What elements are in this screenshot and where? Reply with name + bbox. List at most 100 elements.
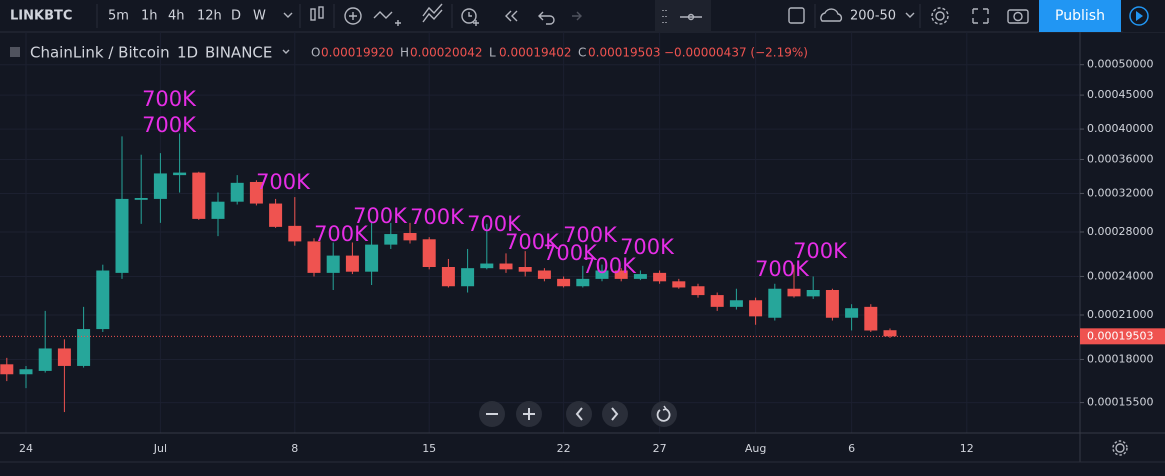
annotation: 700K [353,204,408,228]
annotation: 700K [582,254,637,278]
candle-body [729,300,743,307]
layout-name[interactable]: 200-50 [850,9,896,24]
candle-body [211,201,225,219]
legend-dropdown[interactable] [282,49,290,54]
candle-body [461,268,475,287]
redo-button[interactable] [572,11,582,21]
fullscreen-select-button[interactable] [788,7,805,24]
candle-body [710,295,724,307]
candle-body [307,241,321,273]
candle-body [365,244,379,272]
zoom-in-button[interactable] [516,401,542,427]
templates-button[interactable] [422,3,443,23]
y-tick-label: 0.00024000 [1087,269,1153,282]
candle-body [825,289,839,318]
play-icon [1129,6,1149,26]
y-tick-label: 0.00015500 [1087,396,1153,409]
axis-settings-button[interactable] [1112,440,1128,456]
ohlc-label: H [400,46,409,60]
candle-body [77,329,91,366]
candle-body [173,172,187,176]
zoom-out-button[interactable] [479,401,505,427]
symbol-button[interactable]: LINKBTC [10,9,72,24]
chart-type-button[interactable] [310,6,324,21]
x-tick-label: Aug [745,442,766,455]
candle-body [422,239,436,267]
fullscreen-button[interactable] [972,8,989,24]
ohlc-label: C [578,46,586,60]
toolbar [0,0,1165,32]
interval-button[interactable]: 12h [197,9,222,24]
ohlc-value: 0.00020042 [410,46,483,60]
candle-body [19,369,33,375]
candle-body [326,255,340,273]
publish-button[interactable] [1039,0,1121,32]
candle-body [787,288,801,297]
annotation: 700K [314,222,369,246]
x-tick-label: 24 [19,442,33,455]
annotation: 700K [755,257,810,281]
legend-change: −0.00000437 (−2.19%) [664,46,808,60]
candle-body [672,281,686,288]
candle-body [134,198,148,200]
candle-body [576,278,590,287]
annotation: 700K [142,87,197,111]
interval-button[interactable]: W [253,9,266,24]
candle-body [845,308,859,318]
legend-symbol: ChainLink / Bitcoin [30,44,170,62]
legend-exchange[interactable]: BINANCE [205,44,272,62]
snapshot-button[interactable] [1007,9,1029,24]
scroll-right-button[interactable] [602,401,628,427]
candle-body [883,330,897,337]
annotation: 700K [563,223,618,247]
candle-body [384,234,398,245]
interval-button[interactable]: 1h [141,9,158,24]
interval-button[interactable]: 5m [108,9,129,24]
x-tick-label: 22 [557,442,571,455]
candle-body [269,203,283,227]
candle-body [691,286,705,296]
candle-body [864,306,878,331]
legend-interval: 1D [177,44,198,62]
interval-dropdown[interactable] [283,12,293,18]
undo-button[interactable] [538,11,555,25]
settings-button[interactable] [931,7,949,25]
legend-toggle[interactable] [10,47,20,57]
ohlc-value: 0.00019402 [499,46,572,60]
candle-body [0,364,14,375]
candle-body [499,263,513,270]
candle-body [96,270,110,330]
y-tick-label: 0.00028000 [1087,225,1153,238]
ohlc-value: 0.00019920 [321,46,394,60]
interval-button[interactable]: 4h [168,9,185,24]
y-tick-label: 0.00045000 [1087,88,1153,101]
publish-label: Publish [1055,8,1105,24]
candle-body [288,225,302,242]
compare-button[interactable] [373,11,401,26]
x-tick-label: 12 [960,442,974,455]
layout-dropdown[interactable] [905,12,915,18]
reset-button[interactable] [651,401,677,427]
indicators-button[interactable] [344,7,362,25]
candle-body [230,182,244,202]
alert-button[interactable] [461,8,479,26]
tool-point [687,13,695,21]
x-tick-label: Jul [153,442,167,455]
grip [662,10,667,23]
candle-body [403,233,417,241]
candle-body [249,181,263,204]
scroll-left-button[interactable] [566,401,592,427]
y-tick-label: 0.00040000 [1087,122,1153,135]
x-tick-label: 8 [291,442,298,455]
candle-body [537,270,551,279]
interval-button[interactable]: D [231,9,241,24]
candle-body [653,272,667,282]
annotation: 700K [410,205,465,229]
ohlc-value: 0.00019503 [588,46,661,60]
candle-body [633,274,647,279]
replay-button[interactable] [505,10,518,22]
annotation: 700K [793,239,848,263]
annotation: 700K [467,212,522,236]
